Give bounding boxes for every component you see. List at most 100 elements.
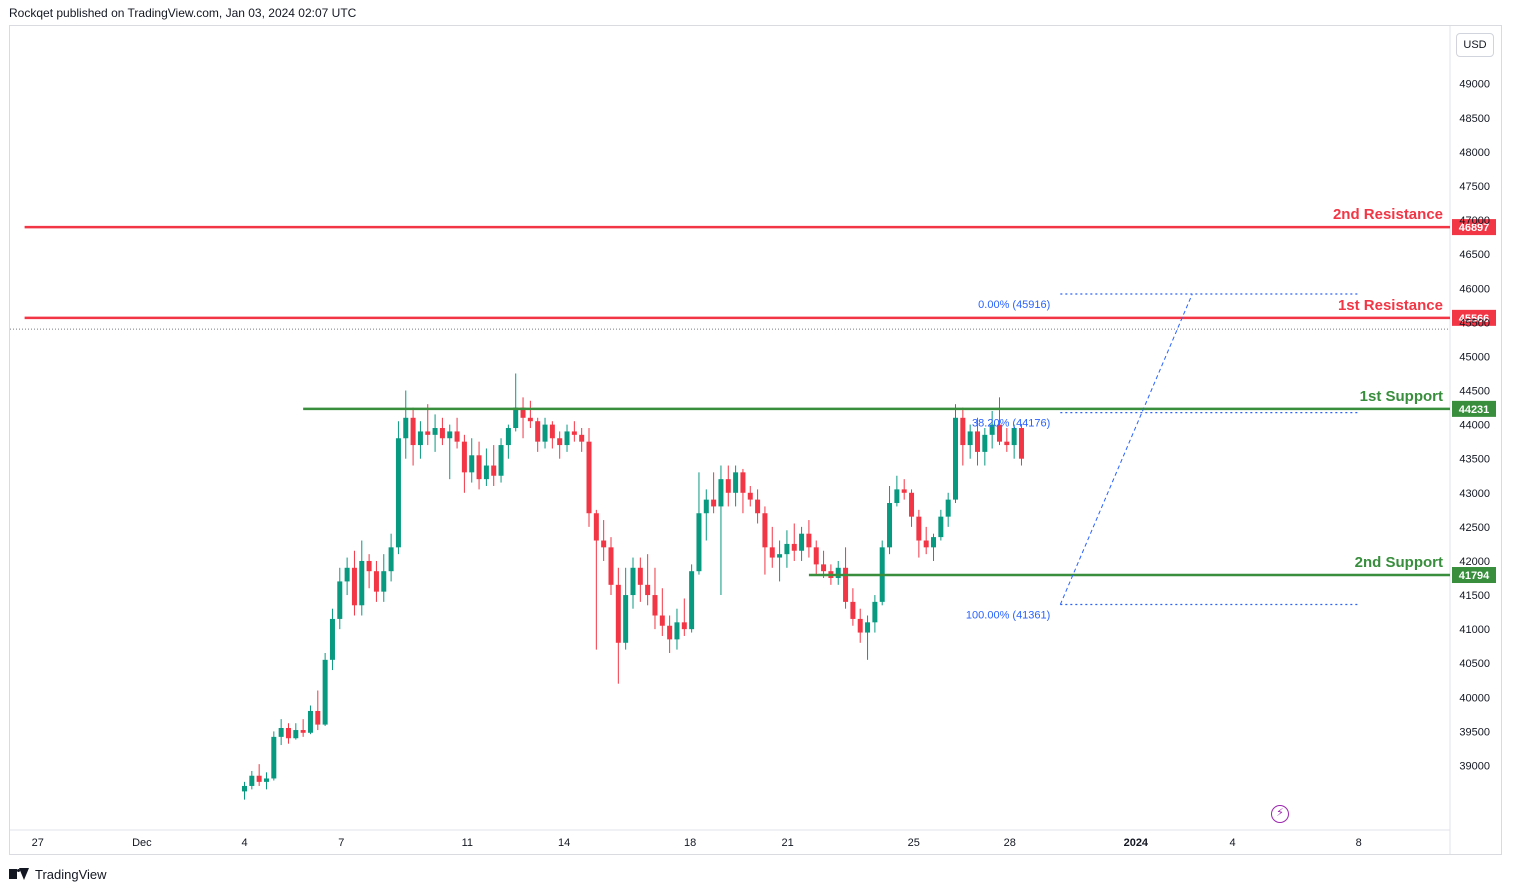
candle-body <box>755 499 761 514</box>
candle-body <box>975 431 980 452</box>
candle-body <box>835 567 841 579</box>
candle-body <box>953 417 959 500</box>
y-tick-label: 40500 <box>1459 658 1490 670</box>
candle-body <box>300 730 306 733</box>
candle-body <box>843 567 849 602</box>
price-axis-separator <box>10 26 1451 854</box>
x-tick-label: 21 <box>782 837 794 849</box>
chart-frame <box>9 25 1502 855</box>
candle-body <box>725 479 731 493</box>
candle-body <box>520 407 526 418</box>
candle-body <box>674 622 680 640</box>
tradingview-logo-icon <box>9 868 29 880</box>
y-tick-label: 48500 <box>1459 113 1490 125</box>
x-tick-label: 14 <box>558 837 570 849</box>
candle-body <box>967 431 973 446</box>
candle-body <box>586 441 592 514</box>
y-tick-label: 39000 <box>1459 761 1490 773</box>
candle-body <box>527 417 533 422</box>
candle-body <box>945 499 951 517</box>
y-tick-label: 41500 <box>1459 590 1490 602</box>
fib-level-label: 100.00% (41361) <box>966 610 1050 622</box>
levels-layer: 2nd Resistance 46897 1st Resistance 45566 1s… <box>10 206 1496 584</box>
candle-body <box>293 730 299 739</box>
candle-body <box>307 710 313 733</box>
candle-body <box>938 516 944 538</box>
candle-body <box>821 564 827 572</box>
candle-body <box>923 540 929 548</box>
candle-body <box>549 424 555 439</box>
candle-body <box>373 571 379 592</box>
y-tick-label: 47000 <box>1459 215 1490 227</box>
level-price-badge <box>1452 567 1496 584</box>
candle-body <box>381 571 387 592</box>
candle-body <box>857 618 863 633</box>
tradingview-brand[interactable]: TradingView <box>9 865 107 883</box>
fib-layer: 0.00% (45916) 38.20% (44176) 100.00% (4136… <box>966 293 1361 622</box>
candle-body <box>615 584 621 643</box>
candle-body <box>623 595 629 643</box>
level-label: 2nd Support <box>1355 554 1443 571</box>
bolt-icon[interactable]: ⚡ <box>1271 805 1289 823</box>
candle-body <box>476 455 482 480</box>
level-label: 1st Support <box>1360 388 1443 405</box>
candle-body <box>667 625 673 640</box>
candle-body <box>769 547 775 558</box>
x-tick-label: 2024 <box>1124 837 1149 849</box>
level-price-text: 41794 <box>1459 570 1490 582</box>
candle-body <box>271 736 277 779</box>
candle-body <box>733 472 739 493</box>
price-axis: 39000 39500 40000 40500 41000 41500 42000 42500… <box>1459 79 1490 773</box>
candle-body <box>410 417 416 446</box>
candle-body <box>601 540 607 548</box>
candle-body <box>689 571 695 630</box>
candle-body <box>872 601 878 623</box>
candle-body <box>439 428 445 439</box>
candle-body <box>931 537 937 548</box>
candles-layer <box>242 373 1024 800</box>
candle-body <box>777 554 783 558</box>
x-tick-label: 25 <box>908 837 920 849</box>
candle-body <box>505 428 511 446</box>
candle-body <box>799 533 805 551</box>
level-price-badge <box>1452 400 1496 417</box>
candle-body <box>285 728 291 739</box>
level-price-badge <box>1452 219 1496 236</box>
y-tick-label: 44000 <box>1459 420 1490 432</box>
fib-level-label: 38.20% (44176) <box>972 418 1050 430</box>
candle-body <box>513 407 519 429</box>
y-tick-label: 44500 <box>1459 386 1490 398</box>
currency-button[interactable]: USD <box>1456 33 1494 57</box>
level-price-text: 46897 <box>1459 222 1490 234</box>
candle-body <box>740 472 746 493</box>
candle-body <box>681 622 687 630</box>
candle-body <box>388 547 394 572</box>
candle-body <box>711 499 717 507</box>
fib-trend-line <box>1059 293 1193 605</box>
candle-body <box>256 775 262 782</box>
candle-body <box>425 431 431 435</box>
candle-body <box>791 543 797 551</box>
candle-body <box>960 417 966 446</box>
y-tick-label: 42500 <box>1459 522 1490 534</box>
publish-caption: Rockqet published on TradingView.com, Ja… <box>9 6 357 20</box>
y-tick-label: 47500 <box>1459 181 1490 193</box>
candle-body <box>901 489 907 493</box>
candle-body <box>850 601 856 619</box>
candle-body <box>637 567 643 585</box>
candle-body <box>579 434 585 442</box>
candle-body <box>315 710 321 725</box>
candle-body <box>696 513 702 572</box>
candle-body <box>865 622 871 633</box>
y-tick-label: 45500 <box>1459 317 1490 329</box>
x-tick-label: 18 <box>684 837 696 849</box>
candle-body <box>630 567 636 596</box>
y-tick-label: 43000 <box>1459 488 1490 500</box>
candle-body <box>403 417 409 439</box>
level-price-text: 45566 <box>1459 313 1490 325</box>
candle-body <box>249 775 255 786</box>
x-tick-label: 28 <box>1004 837 1016 849</box>
candle-body <box>1018 428 1024 459</box>
candle-body <box>557 438 563 446</box>
